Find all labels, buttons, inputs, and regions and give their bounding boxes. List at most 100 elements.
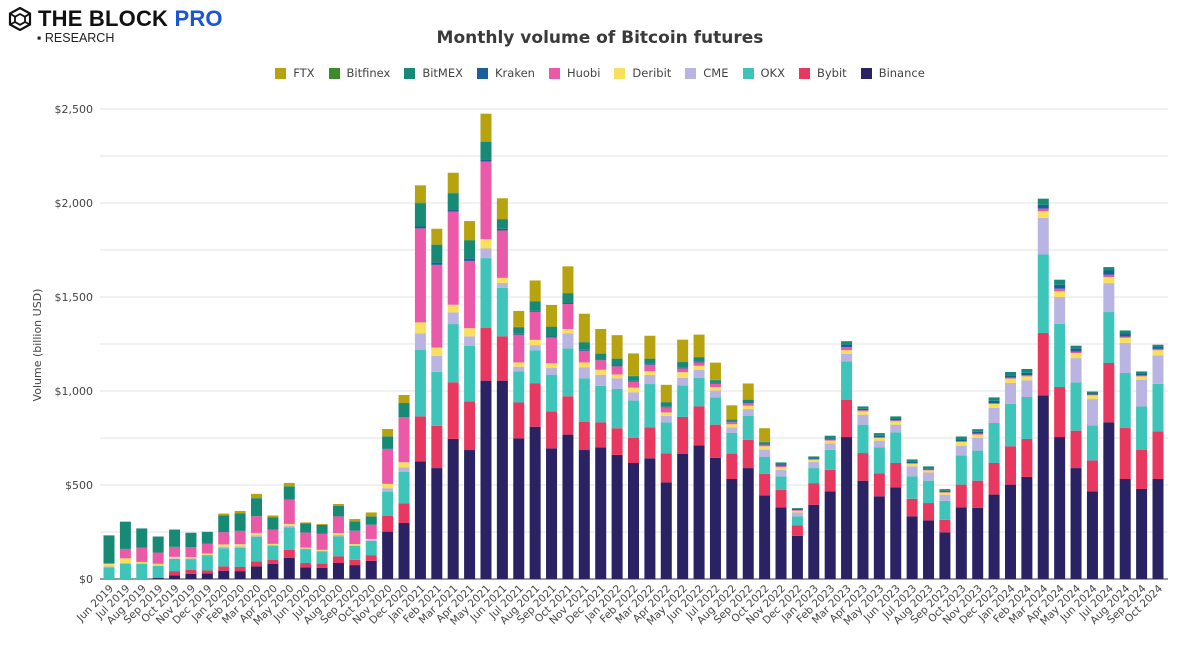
legend-item-bitmex[interactable]: BitMEX <box>404 66 463 80</box>
bar-binance-nov-2022 <box>775 507 787 579</box>
bar-okx-aug-2024 <box>1119 372 1131 429</box>
legend-swatch <box>798 67 810 79</box>
bar-deribit-dec-2020 <box>398 462 410 468</box>
bar-cme-jun-2020 <box>300 548 312 550</box>
bar-bitmex-apr-2024 <box>1054 279 1066 285</box>
bar-bitmex-oct-2020 <box>365 516 377 525</box>
bar-deribit-jun-2020 <box>300 547 312 549</box>
bar-cme-aug-2021 <box>529 345 541 351</box>
legend-item-okx[interactable]: OKX <box>742 66 785 80</box>
bar-okx-aug-2021 <box>529 350 541 384</box>
brand-sub-text: RESEARCH <box>44 31 115 45</box>
legend-item-huobi[interactable]: Huobi <box>548 66 601 80</box>
bar-ftx-jun-2022 <box>693 334 705 357</box>
bar-kraken-feb-2023 <box>824 438 836 440</box>
bar-bitfinex-jan-2021 <box>414 202 426 204</box>
bar-bitmex-jun-2023 <box>890 416 902 420</box>
bar-okx-aug-2023 <box>923 480 935 504</box>
bar-huobi-aug-2020 <box>332 516 344 534</box>
bar-bitmex-aug-2024 <box>1119 330 1131 334</box>
bar-bitmex-jan-2020 <box>218 515 230 533</box>
bar-okx-apr-2020 <box>267 545 279 560</box>
bar-deribit-jul-2024 <box>1103 277 1115 284</box>
bar-huobi-dec-2020 <box>398 417 410 463</box>
bar-deribit-may-2020 <box>283 523 295 526</box>
bar-bybit-aug-2022 <box>726 453 738 479</box>
bar-ftx-aug-2021 <box>529 280 541 302</box>
bar-cme-aug-2019 <box>136 563 148 564</box>
bar-bybit-feb-2020 <box>234 566 246 572</box>
bar-bybit-jan-2024 <box>1004 446 1016 485</box>
legend-item-bybit[interactable]: Bybit <box>798 66 847 80</box>
bar-kraken-jul-2021 <box>513 333 525 335</box>
bar-huobi-jan-2023 <box>808 459 820 460</box>
bar-huobi-oct-2019 <box>169 546 181 557</box>
bar-okx-jan-2020 <box>218 548 230 567</box>
bar-binance-mar-2024 <box>1037 395 1049 579</box>
bar-ftx-aug-2020 <box>332 503 344 506</box>
bar-binance-dec-2023 <box>988 494 1000 579</box>
bar-deribit-nov-2019 <box>185 557 197 559</box>
legend-item-bitfinex[interactable]: Bitfinex <box>328 66 390 80</box>
bar-okx-jan-2023 <box>808 468 820 484</box>
y-tick-label: $0 <box>79 573 93 586</box>
bar-binance-aug-2021 <box>529 426 541 579</box>
legend-label: Huobi <box>566 66 601 80</box>
bar-bitmex-dec-2023 <box>988 397 1000 401</box>
bar-huobi-jun-2021 <box>496 230 508 278</box>
legend-item-cme[interactable]: CME <box>685 66 729 80</box>
bar-binance-apr-2023 <box>857 480 869 579</box>
bar-bitmex-nov-2023 <box>972 429 984 432</box>
bar-huobi-feb-2023 <box>824 439 836 441</box>
legend-item-binance[interactable]: Binance <box>860 66 925 80</box>
bar-huobi-jul-2019 <box>119 548 131 559</box>
bar-huobi-aug-2019 <box>136 547 148 562</box>
bar-kraken-mar-2024 <box>1037 204 1049 209</box>
legend-item-ftx[interactable]: FTX <box>275 66 315 80</box>
bar-okx-feb-2020 <box>234 547 246 567</box>
bar-bitmex-sep-2024 <box>1136 371 1148 374</box>
bar-cme-jul-2021 <box>513 366 525 372</box>
legend-item-deribit[interactable]: Deribit <box>614 66 671 80</box>
legend-swatch <box>328 67 340 79</box>
bar-bybit-mar-2020 <box>251 561 263 567</box>
bar-bitfinex-mar-2021 <box>447 192 459 194</box>
bar-bybit-jun-2020 <box>300 563 312 568</box>
bar-bitmex-apr-2020 <box>267 517 279 530</box>
bar-deribit-oct-2022 <box>759 446 771 450</box>
bar-okx-feb-2024 <box>1021 397 1033 439</box>
bar-kraken-apr-2022 <box>660 406 672 408</box>
bar-okx-nov-2021 <box>578 378 590 422</box>
bar-binance-mar-2022 <box>644 458 656 579</box>
bar-cme-sep-2022 <box>742 409 754 416</box>
bar-binance-may-2022 <box>677 453 689 579</box>
bar-binance-sep-2022 <box>742 468 754 579</box>
bar-huobi-nov-2023 <box>972 433 984 435</box>
bar-okx-mar-2023 <box>841 361 853 400</box>
bar-kraken-apr-2023 <box>857 408 869 411</box>
legend-item-kraken[interactable]: Kraken <box>477 66 535 80</box>
bar-huobi-oct-2022 <box>759 444 771 447</box>
bar-kraken-nov-2023 <box>972 431 984 434</box>
bar-bitmex-dec-2021 <box>595 353 607 360</box>
bar-okx-jul-2022 <box>709 397 721 425</box>
bar-huobi-aug-2023 <box>923 469 935 471</box>
bar-binance-sep-2019 <box>152 578 164 579</box>
bar-okx-dec-2020 <box>398 471 410 504</box>
bar-bitmex-jan-2021 <box>414 203 426 227</box>
bar-bybit-aug-2023 <box>923 503 935 521</box>
bar-binance-may-2021 <box>480 380 492 579</box>
bar-bybit-oct-2021 <box>562 396 574 435</box>
bar-ftx-nov-2020 <box>382 428 394 437</box>
bar-bitmex-may-2024 <box>1070 345 1082 349</box>
bar-binance-jun-2024 <box>1086 491 1098 579</box>
bar-huobi-jan-2021 <box>414 228 426 323</box>
bar-deribit-nov-2022 <box>775 467 787 470</box>
bar-cme-jul-2024 <box>1103 283 1115 313</box>
bar-bitfinex-apr-2021 <box>464 240 476 241</box>
bar-binance-may-2024 <box>1070 468 1082 579</box>
bar-bitmex-mar-2020 <box>251 498 263 517</box>
bar-okx-jul-2020 <box>316 551 328 564</box>
bar-okx-oct-2021 <box>562 348 574 397</box>
bar-binance-jan-2024 <box>1004 484 1016 579</box>
